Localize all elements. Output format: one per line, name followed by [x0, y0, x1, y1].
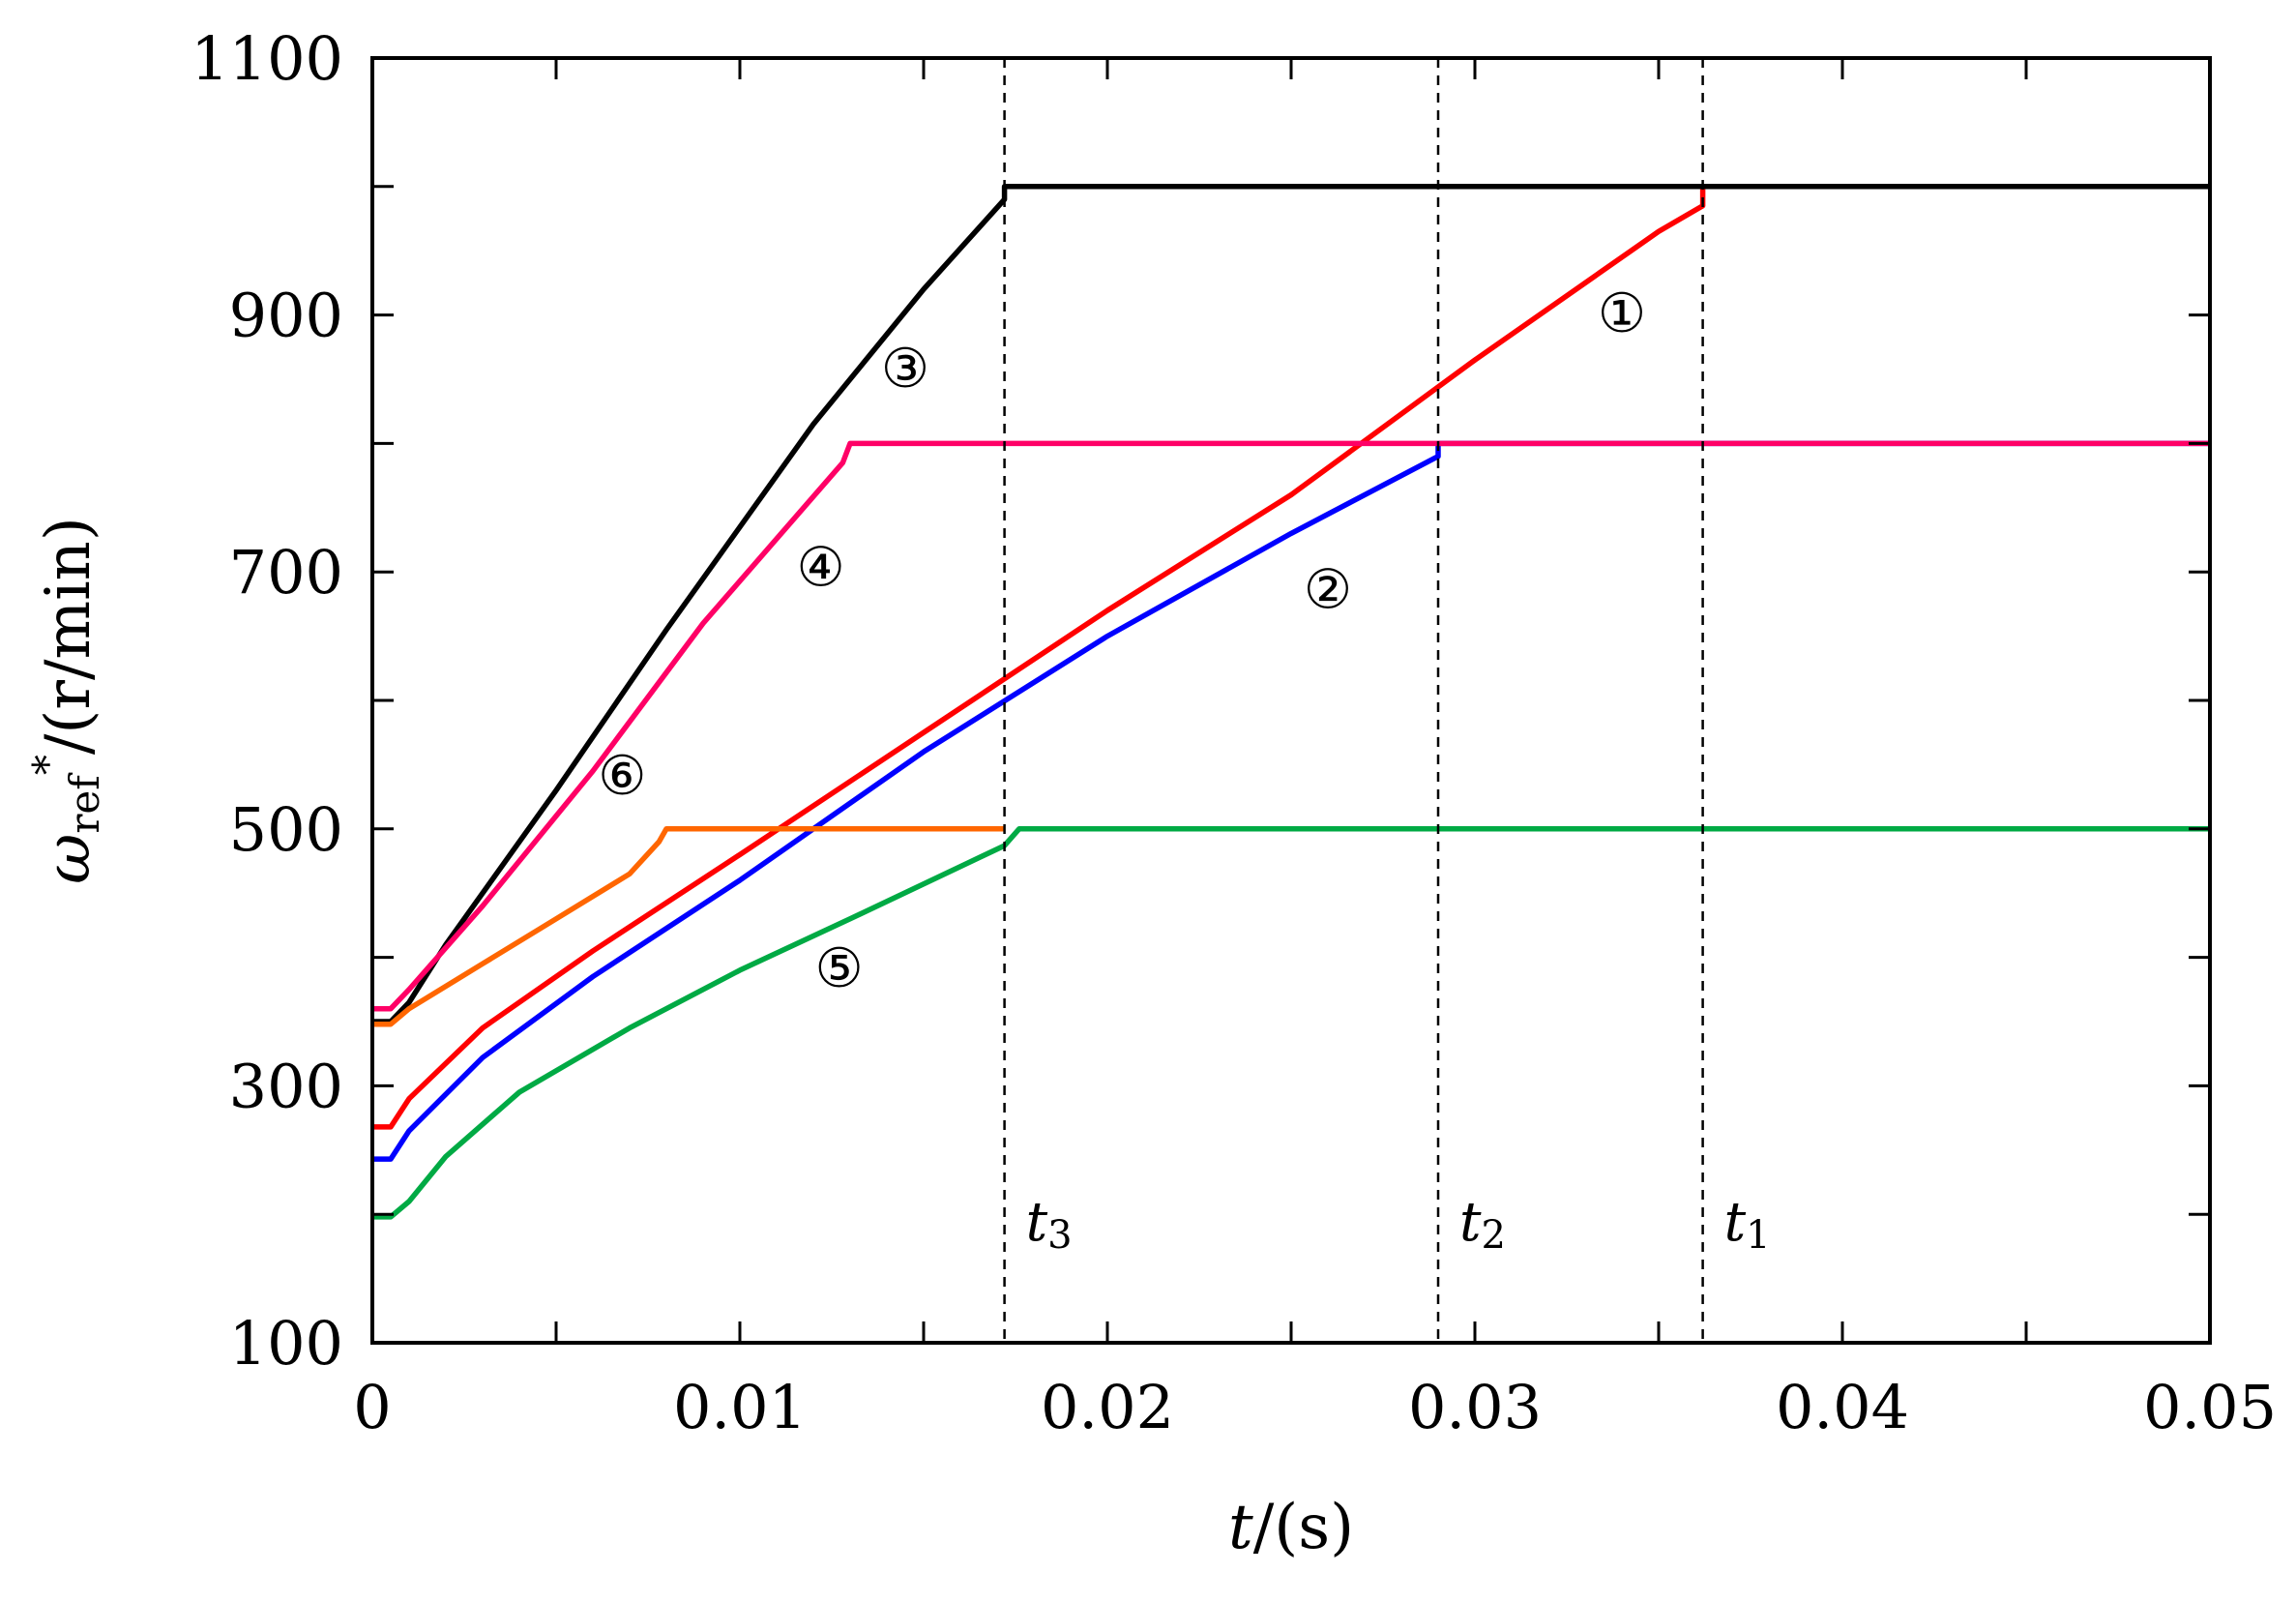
series-line-2: [372, 440, 2210, 1162]
series-line-1: [372, 184, 2210, 1130]
x-axis-title-unit: /(s): [1253, 1492, 1354, 1563]
y-tick-label: 1100: [191, 23, 343, 94]
vline-label-2: t2: [1459, 1191, 1506, 1258]
series-line-6: [372, 826, 1005, 1027]
series-layer: [372, 184, 2210, 1220]
y-tick-label: 100: [229, 1308, 343, 1379]
x-tick-label: 0.03: [1408, 1372, 1542, 1442]
y-axis-title-sup: *: [24, 755, 72, 775]
vline-layer: [1003, 58, 1704, 1343]
x-tick-label: 0.05: [2143, 1372, 2277, 1442]
y-axis-title-symbol: ω: [33, 834, 104, 884]
series-label-6: ⑥: [598, 745, 646, 808]
vline-label-1: t3: [1026, 1191, 1073, 1258]
x-axis-title: t/(s): [1228, 1492, 1354, 1563]
y-axis-title-unit: /(r/min): [33, 517, 104, 755]
y-tick-label: 900: [229, 281, 343, 351]
label-layer: ① ② ③ ④ ⑤ ⑥ t3 t2 t1: [598, 282, 1770, 1258]
x-tick-label: 0.02: [1041, 1372, 1174, 1442]
series-label-5: ⑤: [814, 937, 863, 1000]
y-tick-label: 300: [229, 1051, 343, 1121]
tick-layer: 0 0.01 0.02 0.03 0.04 0.05 100 300 500 700 900 1100: [191, 23, 2277, 1442]
y-axis-title-sub: ref: [61, 772, 108, 834]
y-tick-label: 500: [229, 794, 343, 865]
series-label-4: ④: [796, 537, 844, 600]
y-axis-title: ωref*/(r/min): [24, 517, 108, 884]
series-label-3: ③: [881, 338, 929, 401]
series-line-3: [372, 184, 2210, 1024]
x-tick-label: 0.01: [673, 1372, 807, 1442]
x-tick-label: 0: [353, 1372, 391, 1442]
series-line-4: [372, 440, 2210, 1012]
series-label-1: ①: [1598, 282, 1646, 345]
series-label-2: ②: [1304, 558, 1352, 621]
y-tick-label: 700: [229, 537, 343, 608]
vline-label-3: t1: [1724, 1191, 1771, 1258]
series-line-5: [372, 826, 2210, 1220]
x-axis-title-var: t: [1228, 1492, 1253, 1563]
x-tick-label: 0.04: [1776, 1372, 1909, 1442]
